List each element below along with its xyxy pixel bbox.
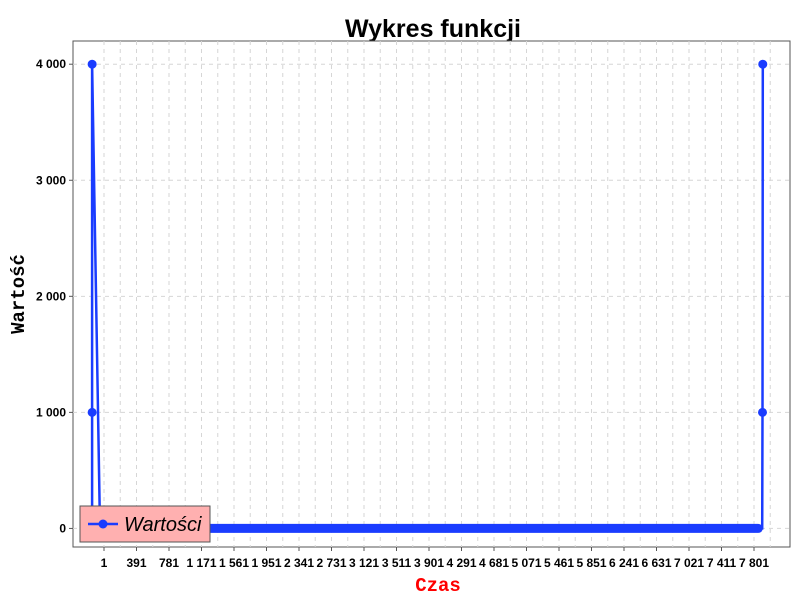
x-tick-label: 5 071: [511, 556, 541, 570]
x-axis-label: Czas: [415, 575, 461, 597]
x-tick-label: 5 851: [576, 556, 606, 570]
x-tick-label: 1 171: [186, 556, 216, 570]
y-tick-label: 0: [59, 521, 66, 535]
axes: 0 1 000 2 000 3 000 4 000 1 391 781 1 171 1 561 1 …: [36, 57, 769, 570]
y-axis-label: Wartość: [8, 254, 30, 334]
x-tick-label: 7 411: [707, 556, 737, 570]
x-tick-label: 7 021: [674, 556, 704, 570]
x-tick-label: 6 241: [609, 556, 639, 570]
chart-title: Wykres funkcji: [345, 15, 521, 43]
x-tick-label: 3 901: [414, 556, 444, 570]
x-tick-label: 4 681: [479, 556, 509, 570]
y-tick-label: 4 000: [36, 57, 66, 71]
series-layer: [87, 59, 768, 533]
y-tick-label: 3 000: [36, 173, 66, 187]
x-tick-label: 3 121: [349, 556, 379, 570]
plot-area: [72, 40, 791, 548]
x-tick-label: 1: [101, 556, 108, 570]
legend-marker: [98, 519, 108, 529]
x-tick-label: 2 341: [284, 556, 314, 570]
legend-label: Wartości: [124, 514, 202, 536]
series-point: [87, 407, 97, 417]
legend: Wartości: [79, 505, 211, 543]
y-tick-label: 2 000: [36, 289, 66, 303]
y-tick-label: 1 000: [36, 405, 66, 419]
x-tick-label: 6 631: [641, 556, 671, 570]
x-tick-label: 391: [126, 556, 146, 570]
series-point: [758, 59, 768, 69]
x-tick-label: 781: [159, 556, 179, 570]
series-marker-band: [92, 523, 763, 533]
x-tick-label: 5 461: [544, 556, 574, 570]
series-point: [758, 407, 768, 417]
x-tick-label: 2 731: [316, 556, 346, 570]
series-point: [87, 59, 97, 69]
x-tick-label: 3 511: [382, 556, 412, 570]
x-tick-label: 4 291: [446, 556, 476, 570]
x-tick-label: 7 801: [739, 556, 769, 570]
x-tick-label: 1 951: [251, 556, 281, 570]
x-tick-label: 1 561: [219, 556, 249, 570]
